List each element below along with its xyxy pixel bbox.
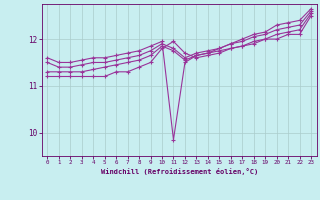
- X-axis label: Windchill (Refroidissement éolien,°C): Windchill (Refroidissement éolien,°C): [100, 168, 258, 175]
